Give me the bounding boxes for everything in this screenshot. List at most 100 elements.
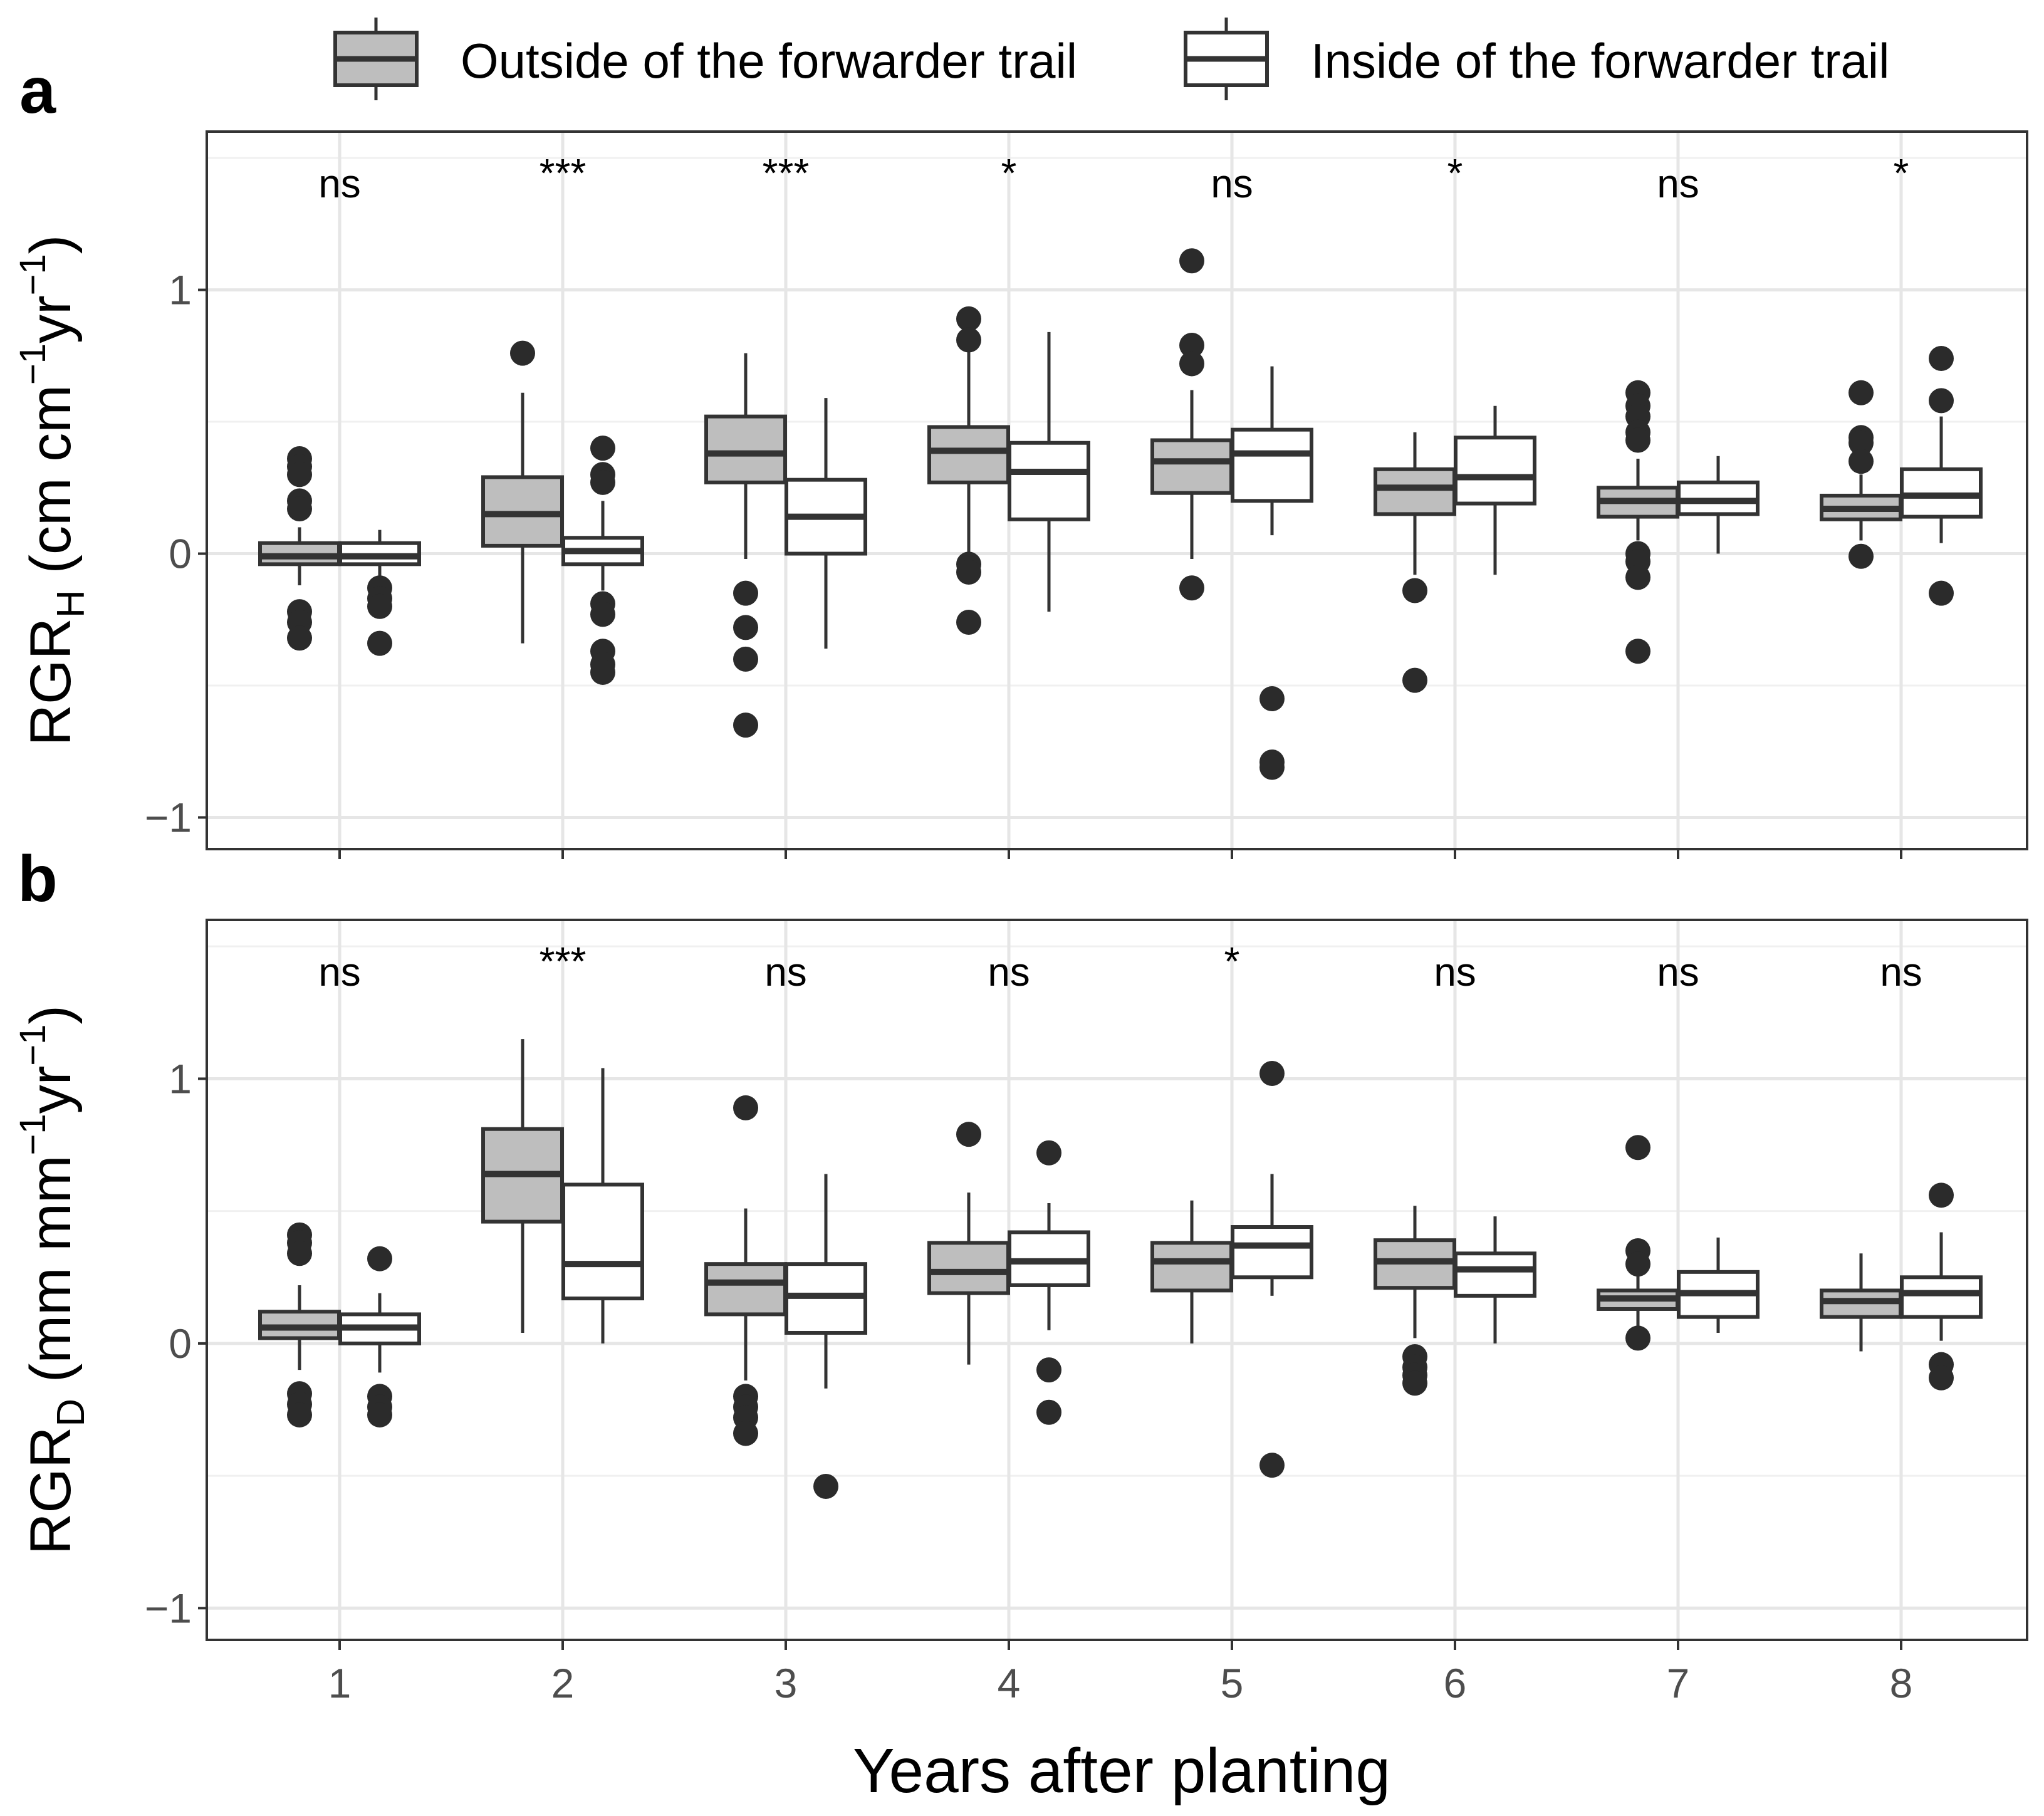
box-b-outside-year-2 [481,1039,564,1333]
outlier-point [1625,1135,1650,1161]
y-axis-title-part: −1 [13,343,53,385]
outlier-point [1929,346,1954,372]
box-a-inside-year-3 [785,398,867,649]
legend: Outside of the forwarder trail Inside of… [333,18,1889,100]
iqr-box [1150,438,1233,495]
legend-label-inside: Inside of the forwarder trail [1311,33,1889,88]
y-axis-title-part: yr [19,1066,83,1114]
outlier-point [733,646,758,672]
outlier-point [733,712,758,738]
outlier-point [1929,1182,1954,1208]
y-tick-label: −1 [145,1585,192,1631]
box-a-inside-year-4 [1008,331,1090,612]
box-a-inside-year-8 [1900,346,1983,606]
box-a-inside-year-2 [561,436,644,685]
outlier-point [367,630,392,656]
outlier-point [1848,380,1874,405]
y-axis-title-part: (cm cm [19,385,83,590]
box-b-outside-year-6 [1374,1206,1456,1396]
iqr-box [704,414,787,484]
outlier-point [1848,449,1874,474]
outlier-point [287,1402,312,1427]
outlier-point [956,327,981,353]
y-axis-title-part: ) [19,235,83,254]
outlier-point [1259,1061,1285,1087]
x-tick-label: 1 [328,1660,352,1706]
significance-label: ns [1657,161,1699,206]
box-b-inside-year-8 [1900,1182,1983,1391]
outlier-point [1402,1370,1427,1396]
outlier-point [1625,639,1650,664]
box-a-inside-year-7 [1677,456,1760,554]
outlier-point [1259,754,1285,780]
panel-letter: a [19,55,56,127]
outlier-point [287,1241,312,1266]
y-axis-title-part: −1 [13,1025,53,1066]
outlier-point [956,1122,981,1147]
legend-key-inside [1184,18,1269,100]
outlier-point [956,306,981,331]
y-axis-title-part: RGR [19,618,83,746]
significance-label: ns [764,949,807,994]
x-tick-label: 3 [774,1660,798,1706]
box-b-inside-year-6 [1454,1216,1536,1344]
panel-letter: b [18,843,58,916]
outlier-point [813,1473,838,1499]
box-b-outside-year-8 [1820,1253,1902,1352]
y-axis-title-part: H [50,590,93,618]
y-axis-title: RGRD (mm mm−1yr−1) [13,1005,93,1555]
box-a-outside-year-1 [258,446,341,651]
box-b-inside-year-1 [338,1246,421,1427]
y-axis-title-part: ) [19,1005,83,1025]
significance-label: ns [1434,949,1476,994]
outlier-point [1625,427,1650,453]
iqr-box [927,1241,1010,1295]
outlier-point [1179,351,1204,377]
box-b-inside-year-3 [785,1174,867,1499]
x-tick-label: 7 [1667,1660,1690,1706]
outlier-point [1929,388,1954,414]
outlier-point [367,1402,392,1427]
panel-border [206,919,2028,1641]
significance-label: ns [318,161,361,206]
significance-label: *** [540,150,587,196]
outlier-point [733,1095,758,1120]
x-axis-title: Years after planting [853,1736,1390,1806]
significance-label: * [1447,150,1463,196]
y-axis-title-part: D [50,1399,93,1427]
outlier-point [590,469,615,495]
outlier-point [1402,667,1427,693]
iqr-box [704,1262,787,1317]
box-b-outside-year-3 [704,1095,787,1446]
y-tick-label: 0 [169,531,192,577]
significance-label: * [1894,150,1909,196]
box-b-outside-year-1 [258,1222,341,1427]
box-b-inside-year-2 [561,1068,644,1344]
outlier-point [1625,1251,1650,1277]
outlier-point [367,1246,392,1271]
y-axis-title-part: RGR [19,1427,83,1555]
box-a-inside-year-5 [1231,366,1313,780]
y-axis-title-part: −1 [13,254,53,295]
box-a-outside-year-5 [1150,248,1233,601]
y-axis-title-part: (mm mm [19,1156,83,1399]
outlier-point [1848,543,1874,569]
y-tick-label: 0 [169,1320,192,1367]
box-b-inside-year-4 [1008,1140,1090,1425]
significance-label: * [1224,939,1240,984]
iqr-box [1231,1225,1313,1280]
outlier-point [1625,1325,1650,1351]
iqr-box [1900,1275,1983,1319]
y-tick-label: −1 [145,794,192,840]
box-b-outside-year-4 [927,1122,1010,1365]
outlier-point [287,496,312,521]
outlier-point [510,340,535,366]
outlier-point [1036,1357,1061,1383]
outlier-point [287,462,312,488]
box-a-outside-year-7 [1597,380,1679,664]
iqr-box [1454,436,1536,506]
box-b-inside-year-5 [1231,1061,1313,1478]
iqr-box [1454,1251,1536,1298]
